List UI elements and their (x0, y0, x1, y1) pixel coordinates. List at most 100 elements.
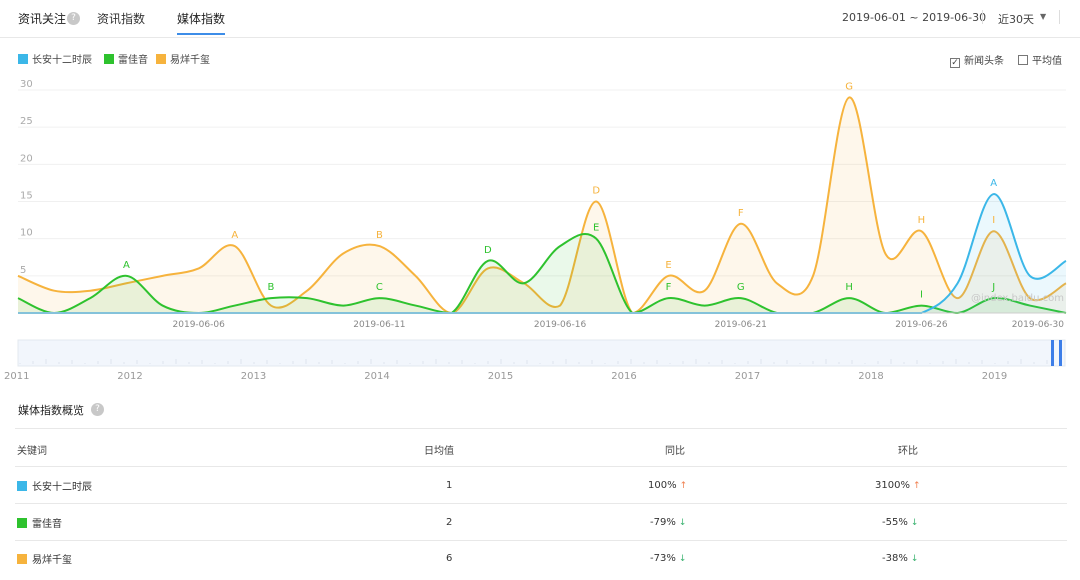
table-divider (15, 466, 1067, 467)
legend-swatch (104, 54, 114, 64)
date-range[interactable]: 2019-06-01 ~ 2019-06-30 (842, 11, 987, 24)
annotation-label: I (992, 215, 995, 226)
checkbox-checked-icon: ✓ (950, 58, 960, 68)
mom-cell: -55% ↓ (882, 517, 918, 528)
navigator-year-label: 2011 (4, 371, 29, 382)
legend-item-yiyangqianxi[interactable]: 易烊千玺 (156, 51, 210, 66)
annotation-label: J (991, 282, 995, 293)
y-tick-label: 20 (20, 153, 33, 164)
column-header-yoy: 同比 (665, 446, 685, 457)
annotation-label: E (593, 223, 599, 234)
column-header-daily-avg: 日均值 (424, 446, 454, 457)
arrow-up-icon: ↑ (679, 481, 688, 491)
annotation-label: F (666, 282, 672, 293)
table-divider (15, 540, 1067, 541)
mom-cell: -38% ↓ (882, 553, 918, 564)
checkbox-icon (1018, 55, 1028, 65)
active-tab-indicator (177, 33, 225, 35)
legend-swatch (156, 54, 166, 64)
column-header-keyword: 关键词 (17, 446, 47, 457)
annotation-label: D (592, 186, 600, 197)
daily-avg-cell: 1 (446, 480, 453, 491)
headline-label: 新闻头条 (964, 56, 1004, 67)
keyword-label: 易烊千玺 (32, 555, 72, 566)
help-icon[interactable]: ? (67, 12, 80, 25)
annotation-label: D (484, 245, 492, 256)
y-tick-label: 10 (20, 228, 33, 239)
navigator-year-label: 2014 (364, 371, 389, 382)
navigator-year-label: 2019 (982, 371, 1007, 382)
average-label: 平均值 (1032, 56, 1062, 67)
navigator-year-label: 2017 (735, 371, 760, 382)
x-tick-label: 2019-06-16 (534, 320, 587, 330)
column-header-mom: 环比 (898, 446, 918, 457)
yoy-value: 100% (648, 480, 677, 491)
navigator-year-label: 2013 (241, 371, 266, 382)
navigator-track (17, 339, 1066, 367)
annotation-label: H (918, 215, 926, 226)
yoy-value: -79% (650, 517, 676, 528)
series-area (18, 97, 1066, 314)
mom-value: 3100% (875, 480, 910, 491)
keyword-swatch (17, 481, 27, 491)
x-tick-label: 2019-06-26 (895, 320, 948, 330)
tab-media-index[interactable]: 媒体指数 (177, 12, 226, 26)
navigator-year-label: 2015 (488, 371, 513, 382)
navigator-year-label: 2012 (117, 371, 142, 382)
annotation-label: A (123, 260, 130, 271)
headline-checkbox[interactable]: ✓ 新闻头条 (950, 52, 1004, 68)
annotation-label: B (268, 282, 275, 293)
y-tick-label: 15 (20, 191, 33, 202)
table-divider (15, 428, 1067, 429)
divider (1059, 10, 1060, 24)
time-navigator: 2011 2012 2013 2014 2015 2016 2017 2018 2019 (4, 339, 1066, 382)
navigator-handles[interactable] (1051, 340, 1062, 366)
daily-avg-cell: 6 (446, 553, 453, 564)
x-tick-label: 2019-06-30 (1012, 320, 1065, 330)
period-select[interactable]: 近30天 (998, 13, 1034, 26)
legend-label: 长安十二时辰 (32, 55, 92, 66)
mom-value: -38% (882, 553, 908, 564)
yoy-cell: -73% ↓ (650, 553, 686, 564)
annotation-label: E (665, 260, 671, 271)
y-tick-label: 25 (20, 116, 33, 127)
arrow-down-icon: ↓ (678, 518, 687, 528)
annotation-label: G (737, 282, 745, 293)
watermark: @index.baidu.com (971, 293, 1064, 304)
series-line (17, 96, 1067, 315)
daily-avg-cell: 2 (446, 517, 453, 528)
annotation-label: I (920, 290, 923, 301)
help-icon[interactable]: ? (91, 403, 104, 416)
keyword-cell: 易烊千玺 (17, 551, 72, 566)
keyword-cell: 雷佳音 (17, 515, 62, 530)
legend-item-changan[interactable]: 长安十二时辰 (18, 51, 92, 66)
keyword-swatch (17, 518, 27, 528)
y-tick-label: 5 (20, 265, 26, 276)
average-checkbox[interactable]: 平均值 (1018, 52, 1062, 67)
top-bar: 资讯关注 ? 资讯指数 媒体指数 2019-06-01 ~ 2019-06-30… (0, 0, 1080, 38)
chevron-down-icon[interactable]: ▼ (1040, 12, 1047, 21)
annotation-label: C (376, 282, 383, 293)
keyword-swatch (17, 554, 27, 564)
legend-swatch (18, 54, 28, 64)
annotation-label: B (376, 230, 383, 241)
overview-title: 媒体指数概览 (18, 404, 84, 417)
navigator-handle-right[interactable] (1059, 340, 1062, 366)
annotation-label: A (231, 230, 238, 241)
arrow-down-icon: ↓ (678, 554, 687, 564)
series-area (18, 233, 1066, 313)
keyword-cell: 长安十二时辰 (17, 478, 92, 493)
arrow-up-icon: ↑ (912, 481, 921, 491)
x-tick-label: 2019-06-11 (353, 320, 405, 330)
legend-label: 雷佳音 (118, 55, 148, 66)
divider (982, 10, 983, 24)
mom-cell: 3100% ↑ (875, 480, 921, 491)
legend-item-leijiayin[interactable]: 雷佳音 (104, 51, 148, 66)
annotation-label: G (845, 81, 853, 92)
x-tick-label: 2019-06-21 (715, 320, 767, 330)
annotation-label: A (990, 178, 997, 189)
tab-news-index[interactable]: 资讯指数 (97, 12, 146, 26)
navigator-handle-left[interactable] (1051, 340, 1054, 366)
arrow-down-icon: ↓ (910, 518, 919, 528)
